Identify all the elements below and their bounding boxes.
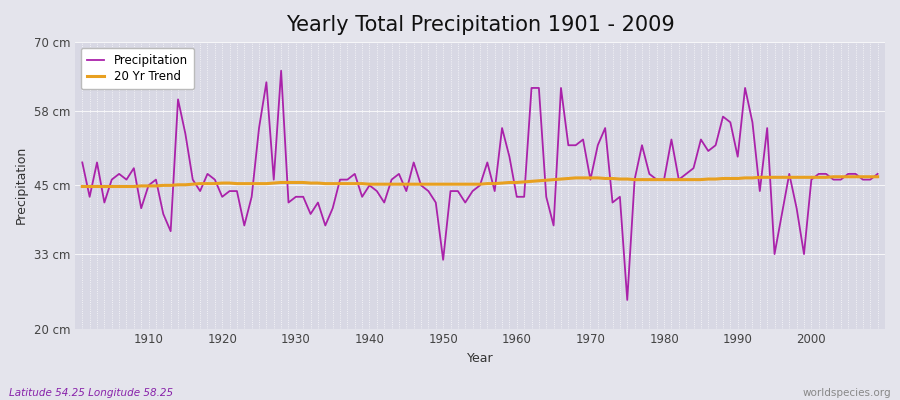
Precipitation (608, 200, 618, 205)
Line: 20 Yr Trend: 20 Yr Trend (82, 177, 878, 186)
20 Yr Trend (872, 174, 883, 179)
Text: worldspecies.org: worldspecies.org (803, 388, 891, 398)
Y-axis label: Precipitation: Precipitation (15, 146, 28, 224)
20 Yr Trend (342, 181, 353, 186)
20 Yr Trend (136, 184, 147, 188)
20 Yr Trend (76, 184, 87, 189)
20 Yr Trend (511, 180, 522, 185)
20 Yr Trend (828, 174, 839, 179)
20 Yr Trend (298, 180, 309, 185)
Precipitation (511, 194, 522, 199)
Precipitation (305, 212, 316, 216)
Precipitation (349, 172, 360, 176)
Precipitation (136, 206, 147, 211)
Title: Yearly Total Precipitation 1901 - 2009: Yearly Total Precipitation 1901 - 2009 (285, 15, 674, 35)
Precipitation (275, 68, 286, 73)
20 Yr Trend (504, 180, 515, 185)
Precipitation (622, 298, 633, 302)
Precipitation (872, 172, 883, 176)
Precipitation (76, 160, 87, 165)
Precipitation (518, 194, 529, 199)
Text: Latitude 54.25 Longitude 58.25: Latitude 54.25 Longitude 58.25 (9, 388, 173, 398)
X-axis label: Year: Year (466, 352, 493, 365)
Line: Precipitation: Precipitation (82, 71, 878, 300)
20 Yr Trend (599, 176, 610, 181)
Legend: Precipitation, 20 Yr Trend: Precipitation, 20 Yr Trend (81, 48, 194, 89)
